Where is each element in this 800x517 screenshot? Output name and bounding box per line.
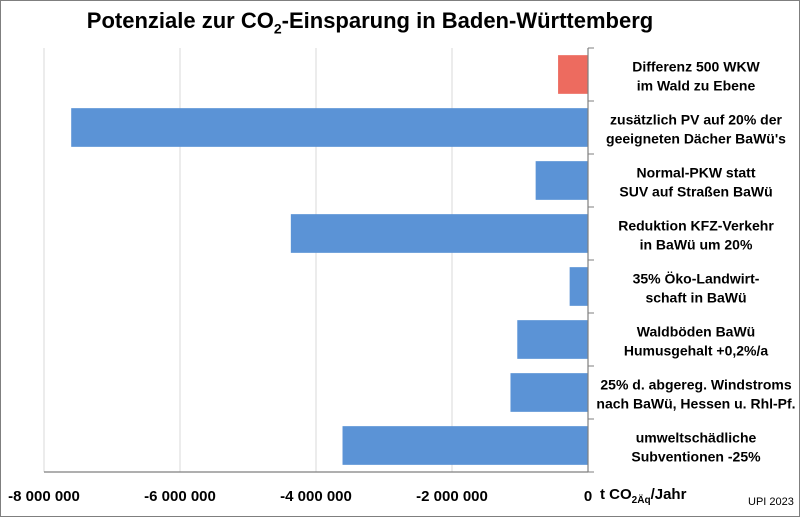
- bar-5: [517, 320, 588, 359]
- bar-7: [342, 426, 588, 465]
- category-label-0: Differenz 500 WKW im Wald zu Ebene: [632, 59, 760, 94]
- bar-0: [558, 55, 588, 94]
- x-tick-label-1: -6 000 000: [144, 488, 216, 505]
- x-tick-label-3: -2 000 000: [416, 488, 488, 505]
- bar-4: [569, 267, 588, 306]
- bar-6: [510, 373, 588, 412]
- source-credit: UPI 2023: [748, 496, 794, 508]
- category-label-2: Normal-PKW statt SUV auf Straßen BaWü: [619, 165, 772, 200]
- x-tick-label-0: -8 000 000: [8, 488, 80, 505]
- category-label-6: 25% d. abgereg. Windstroms nach BaWü, Hes…: [596, 377, 795, 412]
- x-axis-unit: t CO2Äq/Jahr: [600, 486, 687, 506]
- x-tick-label-2: -4 000 000: [280, 488, 352, 505]
- category-label-4: 35% Öko-Landwirt-schaft in BaWü: [633, 271, 760, 306]
- category-label-5: Waldböden BaWü Humusgehalt +0,2%/a: [624, 324, 769, 359]
- chart-title: Potenziale zur CO2-Einsparung in Baden-W…: [86, 8, 654, 37]
- x-tick-label-4: 0: [584, 488, 592, 505]
- category-label-7: umweltschädliche Subventionen -25%: [631, 430, 761, 465]
- bar-1: [71, 108, 588, 147]
- bar-3: [290, 214, 588, 253]
- category-label-3: Reduktion KFZ-Verkehr in BaWü um 20%: [618, 218, 774, 253]
- category-label-1: zusätzlich PV auf 20% der geeigneten Däch…: [606, 112, 786, 147]
- bar-2: [535, 161, 588, 200]
